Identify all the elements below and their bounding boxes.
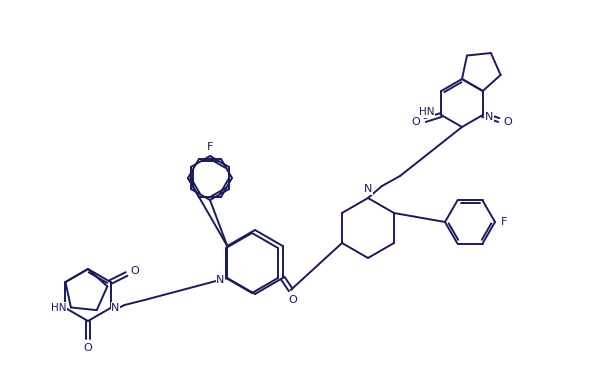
Text: O: O (412, 117, 420, 127)
Text: F: F (501, 217, 507, 227)
Text: O: O (503, 117, 512, 127)
Text: O: O (83, 343, 92, 353)
Text: HN: HN (51, 303, 66, 313)
Text: HN: HN (420, 107, 435, 117)
Text: N: N (364, 184, 372, 194)
Text: N: N (111, 303, 120, 313)
Text: F: F (207, 142, 213, 152)
Text: O: O (288, 295, 297, 305)
Text: O: O (130, 266, 139, 276)
Text: N: N (485, 112, 493, 122)
Text: N: N (216, 275, 224, 285)
